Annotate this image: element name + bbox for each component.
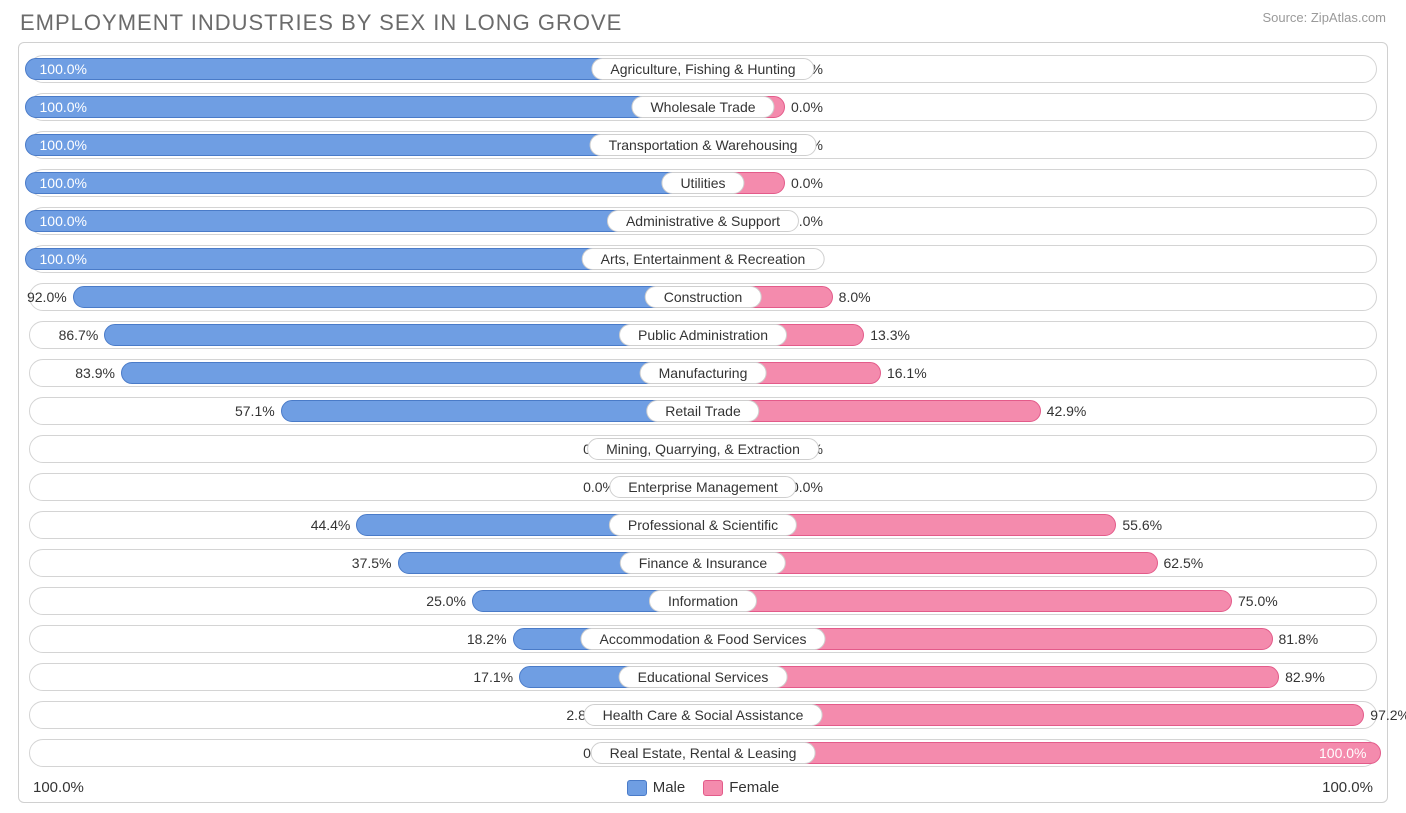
chart-rows: Agriculture, Fishing & Hunting 100.0% 0.0%… (29, 55, 1377, 767)
data-row: Educational Services 17.1% 82.9% (29, 663, 1377, 691)
data-row: Retail Trade 57.1% 42.9% (29, 397, 1377, 425)
data-row: Agriculture, Fishing & Hunting100.0%0.0% (29, 55, 1377, 83)
axis-left-label: 100.0% (33, 779, 84, 796)
data-row: Wholesale Trade 100.0% 0.0% (29, 93, 1377, 121)
chart-box: Agriculture, Fishing & Hunting 100.0% 0.0%… (18, 42, 1388, 803)
male-pct: 100.0% (40, 135, 87, 155)
data-row: Administrative & Support100.0%0.0% (29, 207, 1377, 235)
female-pct: 16.1% (887, 363, 927, 383)
male-pct: 57.1% (235, 401, 275, 421)
category-label: Construction (645, 286, 762, 308)
category-label: Enterprise Management (609, 476, 796, 498)
male-pct: 100.0% (40, 173, 87, 193)
legend-male: Male (627, 779, 686, 796)
category-label: Administrative & Support (607, 210, 799, 232)
male-bar (104, 324, 703, 346)
data-row: Finance & Insurance 37.5% 62.5% (29, 549, 1377, 577)
category-label: Retail Trade (646, 400, 759, 422)
category-label: Transportation & Warehousing (590, 134, 817, 156)
male-pct: 83.9% (75, 363, 115, 383)
male-pct: 86.7% (59, 325, 99, 345)
category-label: Accommodation & Food Services (581, 628, 826, 650)
chart-axis: 100.0% Male Female 100.0% (29, 777, 1377, 796)
male-pct: 100.0% (40, 59, 87, 79)
legend-male-label: Male (653, 779, 686, 796)
male-pct: 100.0% (40, 249, 87, 269)
female-pct: 42.9% (1047, 401, 1087, 421)
chart-header: EMPLOYMENT INDUSTRIES BY SEX IN LONG GRO… (10, 10, 1396, 42)
category-label: Public Administration (619, 324, 787, 346)
category-label: Finance & Insurance (620, 552, 786, 574)
male-pct: 44.4% (311, 515, 351, 535)
data-row: Arts, Entertainment & Recreation100.0%0.… (29, 245, 1377, 273)
category-label: Information (649, 590, 757, 612)
male-swatch (627, 780, 647, 796)
male-pct: 25.0% (426, 591, 466, 611)
data-row: Health Care & Social Assistance2.8%97.2% (29, 701, 1377, 729)
data-row: Utilities 100.0% 0.0% (29, 169, 1377, 197)
male-bar (25, 96, 703, 118)
axis-right-label: 100.0% (1322, 779, 1373, 796)
data-row: Enterprise Management0.0%0.0% (29, 473, 1377, 501)
data-row: Construction 92.0% 8.0% (29, 283, 1377, 311)
category-label: Arts, Entertainment & Recreation (582, 248, 825, 270)
male-bar (281, 400, 703, 422)
legend-female: Female (703, 779, 779, 796)
female-pct: 0.0% (791, 97, 823, 117)
female-pct: 8.0% (839, 287, 871, 307)
male-pct: 37.5% (352, 553, 392, 573)
category-label: Utilities (661, 172, 744, 194)
data-row: Mining, Quarrying, & Extraction0.0%0.0% (29, 435, 1377, 463)
female-pct: 55.6% (1122, 515, 1162, 535)
legend: Male Female (627, 779, 780, 796)
data-row: Transportation & Warehousing100.0%0.0% (29, 131, 1377, 159)
female-swatch (703, 780, 723, 796)
data-row: Information 25.0% 75.0% (29, 587, 1377, 615)
category-label: Wholesale Trade (631, 96, 774, 118)
female-pct: 97.2% (1370, 705, 1406, 725)
category-label: Real Estate, Rental & Leasing (591, 742, 816, 764)
male-bar (25, 172, 703, 194)
legend-female-label: Female (729, 779, 779, 796)
female-pct: 81.8% (1279, 629, 1319, 649)
female-pct: 0.0% (791, 173, 823, 193)
female-pct: 62.5% (1164, 553, 1204, 573)
chart-source: Source: ZipAtlas.com (1262, 10, 1386, 25)
female-pct: 100.0% (1319, 743, 1366, 763)
male-pct: 100.0% (40, 97, 87, 117)
category-label: Health Care & Social Assistance (584, 704, 823, 726)
chart-title: EMPLOYMENT INDUSTRIES BY SEX IN LONG GRO… (20, 10, 622, 36)
male-bar (25, 210, 703, 232)
category-label: Professional & Scientific (609, 514, 797, 536)
male-bar (73, 286, 703, 308)
male-pct: 92.0% (27, 287, 67, 307)
category-label: Manufacturing (640, 362, 767, 384)
male-pct: 17.1% (473, 667, 513, 687)
data-row: Accommodation & Food Services 18.2% 81.8% (29, 625, 1377, 653)
female-bar (703, 666, 1279, 688)
data-row: Public Administration 86.7% 13.3% (29, 321, 1377, 349)
data-row: Professional & Scientific 44.4% 55.6% (29, 511, 1377, 539)
male-bar (121, 362, 703, 384)
female-pct: 13.3% (870, 325, 910, 345)
female-pct: 75.0% (1238, 591, 1278, 611)
male-pct: 18.2% (467, 629, 507, 649)
category-label: Mining, Quarrying, & Extraction (587, 438, 819, 460)
category-label: Agriculture, Fishing & Hunting (591, 58, 814, 80)
male-pct: 100.0% (40, 211, 87, 231)
female-bar (703, 590, 1232, 612)
data-row: Manufacturing 83.9% 16.1% (29, 359, 1377, 387)
data-row: Real Estate, Rental & Leasing0.0%100.0% (29, 739, 1377, 767)
category-label: Educational Services (619, 666, 788, 688)
female-pct: 82.9% (1285, 667, 1325, 687)
